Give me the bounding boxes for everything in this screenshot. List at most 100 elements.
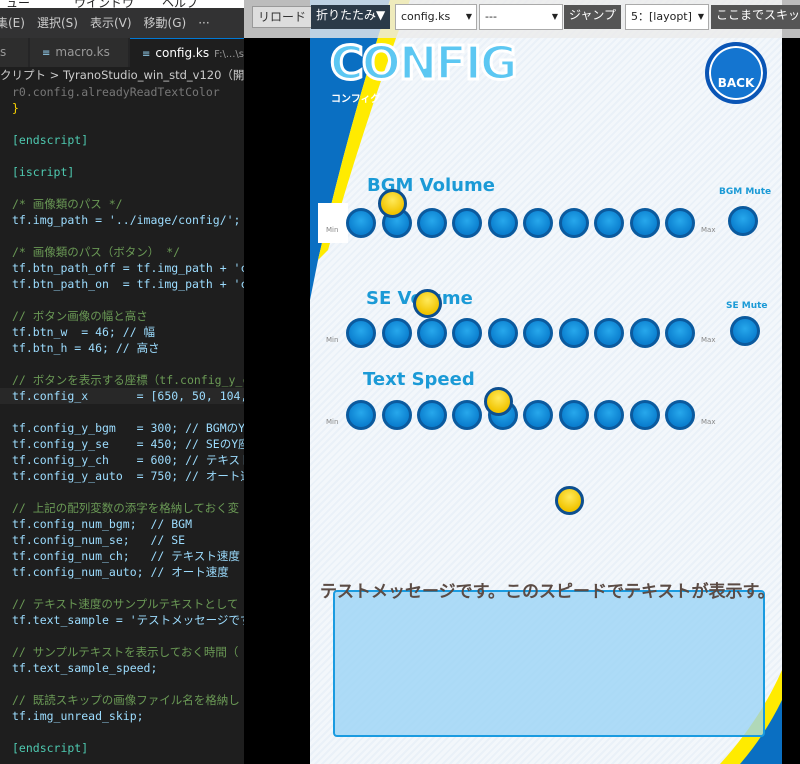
code-line: tf.btn_path_off = tf.img_path + 'c_b (12, 261, 244, 275)
menu-item-window[interactable]: ウインドウ (74, 0, 135, 8)
code-line: tf.text_sample = 'テストメッセージです (12, 613, 244, 627)
se-max-label: Max (701, 336, 716, 344)
se-mute-button[interactable] (730, 316, 760, 346)
code-line: /* 画像類のパス */ (12, 197, 123, 211)
tab-other[interactable]: s (0, 38, 28, 67)
bgm-level-knob[interactable] (378, 189, 407, 218)
code-line: tf.config_y_bgm = 300; // BGMのY座標 (12, 421, 244, 435)
bgm-level-5-button[interactable] (488, 208, 518, 238)
file-icon: ≡ (142, 49, 151, 60)
bgm-mute-label: BGM Mute (719, 187, 772, 197)
code-line: tf.img_path = '../image/config/'; (12, 213, 241, 227)
speed-level-8-button[interactable] (594, 400, 624, 430)
speed-level-1-button[interactable] (346, 400, 376, 430)
code-line: tf.btn_w = 46; // 幅 (12, 325, 156, 339)
file-icon: ≡ (42, 48, 51, 59)
se-level-6-button[interactable] (523, 318, 553, 348)
code-line: tf.config_x = [650, 50, 104, 1 (0, 388, 244, 404)
menu-view[interactable]: 表示(V) (89, 16, 132, 30)
bgm-level-10-button[interactable] (665, 208, 695, 238)
breadcrumb[interactable]: クリプト > TyranoStudio_win_std_v120（開発ソフト） (0, 68, 244, 82)
code-line (12, 356, 244, 372)
code-line: // 既読スキップの画像ファイル名を格納し (12, 693, 240, 707)
bgm-level-6-button[interactable] (523, 208, 553, 238)
chevron-down-icon: ▼ (551, 12, 558, 21)
code-line: tf.config_num_ch; // テキスト速度 (12, 549, 240, 563)
line-select[interactable]: 5：[layopt] ▼ (625, 4, 709, 30)
bgm-level-8-button[interactable] (594, 208, 624, 238)
speed-level-3-button[interactable] (417, 400, 447, 430)
chevron-down-icon: ▼ (697, 12, 704, 21)
auto-speed-knob[interactable] (555, 486, 584, 515)
se-level-knob[interactable] (413, 289, 442, 318)
jump-button[interactable]: ジャンプ (564, 5, 622, 29)
code-line: tf.config_y_se = 450; // SEのY座標 (12, 437, 244, 451)
menu-more[interactable]: ··· (198, 16, 210, 30)
menu-go[interactable]: 移動(G) (143, 16, 187, 30)
code-line (12, 484, 244, 500)
speed-level-9-button[interactable] (630, 400, 660, 430)
speed-level-10-button[interactable] (665, 400, 695, 430)
se-level-5-button[interactable] (488, 318, 518, 348)
code-line: // テキスト速度のサンプルテキストとして (12, 597, 239, 611)
file-select[interactable]: config.ks ▼ (395, 4, 477, 30)
code-line: tf.img_unread_skip; (12, 709, 144, 723)
code-line (12, 676, 244, 692)
tab-label: macro.ks (55, 45, 110, 59)
se-level-2-button[interactable] (382, 318, 412, 348)
menu-edit[interactable]: 集(E) (0, 16, 25, 30)
speed-level-4-button[interactable] (452, 400, 482, 430)
code-line (12, 580, 244, 596)
speed-level-6-button[interactable] (523, 400, 553, 430)
se-level-10-button[interactable] (665, 318, 695, 348)
code-line: // サンプルテキストを表示しておく時間（ (12, 645, 239, 659)
menu-selection[interactable]: 選択(S) (36, 16, 78, 30)
se-level-3-button[interactable] (417, 318, 447, 348)
menu-item[interactable]: ュー (6, 0, 31, 8)
se-level-1-button[interactable] (346, 318, 376, 348)
code-line (12, 116, 244, 132)
reload-button[interactable]: リロード (252, 6, 313, 28)
bgm-min-label: Min (326, 226, 339, 234)
skip-to-here-button[interactable]: ここまでスキップ (711, 5, 800, 29)
tab-macro[interactable]: ≡ macro.ks (30, 38, 128, 67)
tab-config[interactable]: ≡ config.ks F:\...\scer (130, 38, 244, 67)
bgm-level-3-button[interactable] (417, 208, 447, 238)
speed-level-knob[interactable] (484, 387, 513, 416)
code-line: tf.btn_h = 46; // 高さ (12, 341, 160, 355)
back-button[interactable]: BACK (705, 42, 767, 104)
code-line (12, 292, 244, 308)
code-line (12, 148, 244, 164)
config-logo-subtitle: コンフィグ (331, 94, 381, 105)
bgm-level-7-button[interactable] (559, 208, 589, 238)
se-level-9-button[interactable] (630, 318, 660, 348)
code-line: tf.config_num_bgm; // BGM (12, 517, 193, 531)
bgm-mute-button[interactable] (728, 206, 758, 236)
chevron-down-icon: ▼ (465, 12, 472, 21)
speed-level-2-button[interactable] (382, 400, 412, 430)
bgm-max-label: Max (701, 226, 716, 234)
code-line: /* 画像類のパス（ボタン） */ (12, 245, 181, 259)
bgm-level-1-button[interactable] (346, 208, 376, 238)
code-line (12, 628, 244, 644)
se-level-8-button[interactable] (594, 318, 624, 348)
se-level-7-button[interactable] (559, 318, 589, 348)
menu-item-help[interactable]: ヘルプ (162, 0, 199, 8)
se-min-label: Min (326, 336, 339, 344)
config-logo: CONFIG (329, 36, 520, 90)
blue-corner (740, 700, 782, 764)
fold-button[interactable]: 折りたたみ▼ (311, 5, 391, 29)
se-level-4-button[interactable] (452, 318, 482, 348)
tab-bar: s ≡ macro.ks ≡ config.ks F:\...\scer (0, 38, 244, 67)
code-line (12, 180, 244, 196)
code-line: // ボタン画像の幅と高さ (12, 309, 148, 323)
code-line: tf.config_y_auto = 750; // オート速度 (12, 469, 244, 483)
menu-bar: 集(E) 選択(S) 表示(V) 移動(G) ··· (0, 8, 244, 38)
label-select[interactable]: --- ▼ (479, 4, 563, 30)
bgm-level-9-button[interactable] (630, 208, 660, 238)
text-speed-title: Text Speed (363, 369, 475, 390)
tab-label: s (0, 45, 7, 59)
code-area[interactable]: r0.config.alreadyReadTextColor} [endscrip… (0, 84, 244, 756)
speed-level-7-button[interactable] (559, 400, 589, 430)
bgm-level-4-button[interactable] (452, 208, 482, 238)
